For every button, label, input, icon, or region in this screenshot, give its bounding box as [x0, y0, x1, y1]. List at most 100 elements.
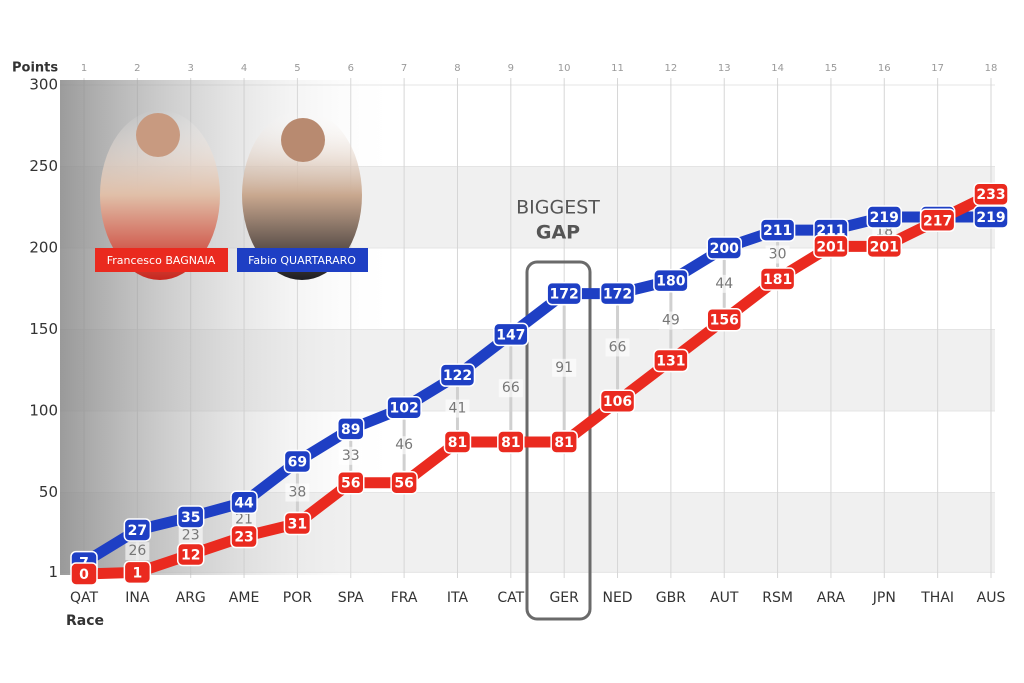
point-label: 217: [923, 213, 952, 229]
gap-label: 91: [555, 360, 573, 376]
point-label: 106: [603, 394, 632, 410]
x-tick-label: AUT: [710, 590, 739, 606]
point-label-bg: [973, 182, 1009, 206]
gap-label: 33: [342, 448, 360, 464]
marks: 2623213833464166916649443010180214727354…: [70, 182, 1009, 586]
name-plate: [95, 248, 228, 272]
point-label-bg: [386, 395, 422, 420]
gap-label-bg: [658, 311, 683, 330]
photos: Francesco BAGNAIA Fabio QUARTARARO: [95, 110, 368, 280]
gap-label-bg: [178, 526, 203, 545]
round-number: 6: [348, 63, 354, 74]
gap-label: 46: [395, 437, 413, 453]
point-label-bg: [599, 389, 636, 413]
gap-label: 38: [288, 485, 306, 501]
point-label: 122: [443, 368, 472, 384]
gap-label: 23: [182, 528, 200, 544]
point-label: 181: [763, 272, 792, 288]
point-label: 131: [656, 353, 685, 369]
round-number: 10: [558, 63, 571, 74]
x-tick-label: AUS: [977, 590, 1006, 606]
round-number: 12: [665, 63, 678, 74]
x-tick-label: INA: [125, 590, 150, 606]
rider-head: [136, 113, 180, 157]
gap-label-bg: [285, 483, 310, 502]
gap-label-bg: [125, 542, 150, 561]
gap-label: 49: [662, 313, 680, 329]
x-tick-label: RSM: [762, 590, 793, 606]
round-number: 15: [825, 63, 838, 74]
point-label: 219: [870, 210, 899, 226]
y-tick-label: 100: [29, 402, 58, 420]
point-label-bg: [176, 542, 205, 567]
x-tick-label: GER: [549, 590, 579, 606]
point-label: 0: [79, 567, 89, 583]
point-label-bg: [443, 430, 472, 454]
gap-label-bg: [605, 338, 630, 357]
x-tick-label: GBR: [656, 590, 686, 606]
gap-label: 30: [769, 247, 787, 263]
point-label: 1: [132, 565, 142, 581]
point-label-bg: [550, 430, 578, 454]
point-label: 233: [976, 187, 1005, 203]
x-tick-label: CAT: [497, 590, 524, 606]
point-label-bg: [497, 430, 525, 454]
point-label: 89: [341, 422, 360, 438]
gap-label-bg: [392, 436, 417, 455]
point-label: 219: [976, 210, 1005, 226]
point-label-bg: [706, 307, 742, 332]
point-label: 147: [496, 327, 525, 343]
point-label-bg: [493, 322, 529, 347]
point-label-bg: [973, 205, 1009, 229]
round-number: 18: [985, 63, 998, 74]
point-label: 81: [448, 435, 467, 451]
gap-label-bg: [445, 399, 470, 418]
point-label: 156: [710, 313, 739, 329]
point-label-bg: [123, 560, 152, 585]
y-tick-label: 1: [48, 563, 58, 581]
point-label: 31: [288, 516, 307, 532]
point-label: 201: [816, 239, 845, 255]
point-label-bg: [759, 267, 796, 291]
round-number: 8: [454, 63, 460, 74]
point-label-bg: [230, 524, 258, 549]
point-label: 172: [550, 287, 579, 303]
point-label: 81: [501, 435, 520, 451]
point-label: 200: [710, 241, 739, 257]
annotation: GAP: [536, 222, 580, 244]
point-label-bg: [390, 470, 418, 495]
y-tick-label: 250: [29, 157, 58, 175]
point-label: 23: [234, 530, 253, 546]
y-tick-label: 200: [29, 239, 58, 257]
rider-head: [281, 118, 325, 162]
gap-label: 66: [502, 380, 520, 396]
x-tick-label: SPA: [338, 590, 364, 606]
rider-name: Francesco BAGNAIA: [107, 254, 216, 267]
gap-label-bg: [712, 274, 737, 293]
x-tick-label: ARG: [176, 590, 206, 606]
round-number: 5: [294, 63, 300, 74]
point-label-bg: [70, 562, 98, 586]
point-label: 81: [554, 435, 573, 451]
x-tick-label: AME: [229, 590, 260, 606]
y-tick-label: 150: [29, 320, 58, 338]
point-label-bg: [337, 417, 365, 441]
gap-label-bg: [765, 245, 790, 264]
x-tick-label: FRA: [391, 590, 418, 606]
point-label: 102: [390, 401, 419, 417]
rider-photo: [100, 110, 220, 280]
round-number: 4: [241, 63, 247, 74]
x-tick-label: QAT: [70, 590, 99, 606]
point-label: 12: [181, 547, 200, 563]
annotation: BIGGEST: [516, 197, 600, 219]
point-label-bg: [919, 208, 956, 233]
point-label-bg: [176, 505, 205, 529]
point-label-bg: [599, 281, 636, 306]
point-label-bg: [653, 348, 689, 373]
point-label-bg: [283, 511, 312, 536]
x-tick-label: THAI: [920, 590, 954, 606]
y-tick-label: 50: [39, 483, 58, 501]
point-label: 56: [341, 476, 360, 492]
gap-label: 21: [235, 511, 253, 527]
